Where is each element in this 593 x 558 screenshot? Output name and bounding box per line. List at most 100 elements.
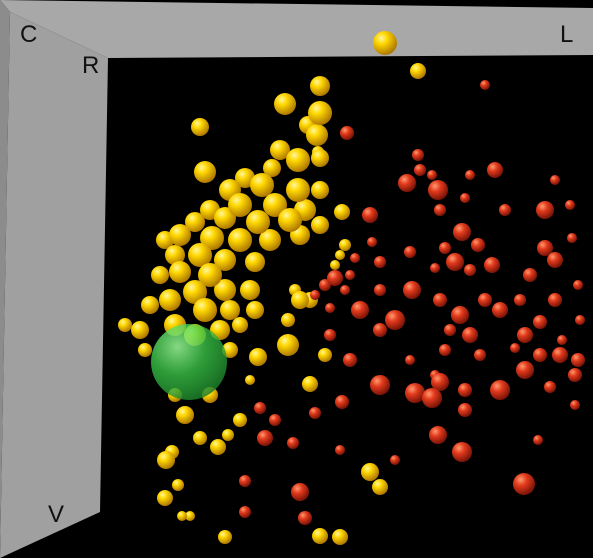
point-red bbox=[565, 200, 575, 210]
point-red bbox=[571, 353, 585, 367]
point-red bbox=[370, 375, 390, 395]
point-yellow bbox=[194, 161, 216, 183]
point-red bbox=[309, 407, 321, 419]
point-red bbox=[446, 253, 464, 271]
point-red bbox=[514, 294, 526, 306]
point-yellow bbox=[318, 348, 332, 362]
point-red bbox=[404, 246, 416, 258]
point-red bbox=[257, 430, 273, 446]
point-red bbox=[451, 306, 469, 324]
point-red bbox=[430, 263, 440, 273]
point-red bbox=[513, 473, 535, 495]
point-red bbox=[428, 180, 448, 200]
point-yellow bbox=[118, 318, 132, 332]
point-red bbox=[239, 475, 251, 487]
left-panel-edge bbox=[0, 0, 10, 558]
top-back-panel bbox=[0, 0, 593, 58]
point-red bbox=[573, 280, 583, 290]
point-yellow bbox=[291, 291, 309, 309]
point-red bbox=[547, 252, 563, 268]
point-red bbox=[516, 361, 534, 379]
point-yellow bbox=[308, 101, 332, 125]
point-red bbox=[453, 223, 471, 241]
point-yellow bbox=[361, 463, 379, 481]
point-red bbox=[340, 126, 354, 140]
point-red bbox=[523, 268, 537, 282]
point-yellow bbox=[312, 528, 328, 544]
point-red bbox=[510, 343, 520, 353]
point-yellow bbox=[183, 280, 207, 304]
point-red bbox=[335, 395, 349, 409]
point-red bbox=[433, 293, 447, 307]
point-red bbox=[465, 170, 475, 180]
point-red bbox=[552, 347, 568, 363]
point-yellow bbox=[177, 511, 187, 521]
point-yellow bbox=[191, 118, 209, 136]
point-yellow bbox=[373, 31, 397, 55]
point-yellow bbox=[218, 530, 232, 544]
point-red bbox=[385, 310, 405, 330]
axis-label-inner: R bbox=[82, 52, 99, 79]
point-yellow bbox=[277, 334, 299, 356]
point-yellow bbox=[176, 406, 194, 424]
point-red bbox=[422, 388, 442, 408]
point-yellow bbox=[372, 479, 388, 495]
point-red bbox=[480, 80, 490, 90]
point-yellow bbox=[169, 224, 191, 246]
point-yellow bbox=[151, 266, 169, 284]
point-yellow bbox=[157, 451, 175, 469]
point-red bbox=[471, 238, 485, 252]
point-yellow bbox=[306, 124, 328, 146]
point-red bbox=[452, 442, 472, 462]
point-red bbox=[310, 290, 320, 300]
point-yellow bbox=[250, 173, 274, 197]
point-yellow bbox=[245, 252, 265, 272]
point-yellow bbox=[214, 249, 236, 271]
point-red bbox=[536, 201, 554, 219]
point-yellow bbox=[339, 239, 351, 251]
point-red bbox=[490, 380, 510, 400]
point-yellow bbox=[246, 210, 270, 234]
point-yellow bbox=[198, 263, 222, 287]
point-red bbox=[327, 270, 343, 286]
point-yellow bbox=[281, 313, 295, 327]
point-yellow bbox=[131, 321, 149, 339]
point-red bbox=[431, 373, 449, 391]
point-yellow bbox=[332, 529, 348, 545]
point-red bbox=[567, 233, 577, 243]
point-red bbox=[478, 293, 492, 307]
point-yellow bbox=[214, 207, 236, 229]
point-red bbox=[287, 437, 299, 449]
point-red bbox=[537, 240, 553, 256]
point-yellow bbox=[259, 229, 281, 251]
point-red bbox=[444, 324, 456, 336]
point-red bbox=[373, 323, 387, 337]
point-red bbox=[429, 426, 447, 444]
point-red bbox=[374, 256, 386, 268]
point-red bbox=[458, 403, 472, 417]
point-green bbox=[151, 324, 227, 400]
point-red bbox=[499, 204, 511, 216]
point-red bbox=[474, 349, 486, 361]
axis-label-bottom: V bbox=[48, 501, 64, 528]
point-red bbox=[351, 301, 369, 319]
point-yellow bbox=[157, 490, 173, 506]
point-yellow bbox=[165, 245, 185, 265]
point-yellow bbox=[185, 511, 195, 521]
point-red bbox=[487, 162, 503, 178]
point-yellow bbox=[235, 168, 255, 188]
point-red bbox=[412, 149, 424, 161]
point-yellow bbox=[193, 431, 207, 445]
point-red bbox=[484, 257, 500, 273]
point-red bbox=[492, 302, 508, 318]
point-red bbox=[439, 344, 451, 356]
point-yellow bbox=[311, 216, 329, 234]
point-yellow bbox=[311, 149, 329, 167]
point-red bbox=[239, 506, 251, 518]
point-yellow bbox=[263, 193, 287, 217]
point-yellow bbox=[410, 63, 426, 79]
point-red bbox=[335, 445, 345, 455]
point-red bbox=[458, 383, 472, 397]
point-yellow bbox=[188, 243, 212, 267]
point-red bbox=[439, 242, 451, 254]
